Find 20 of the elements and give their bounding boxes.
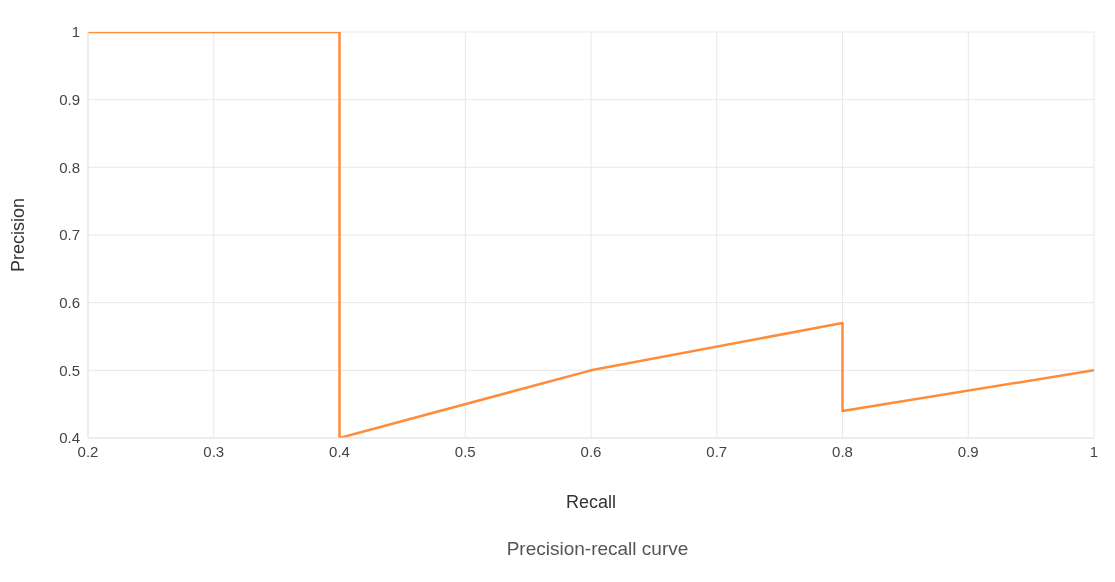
text: Precision-recall curve <box>505 538 690 560</box>
y-tick-label: 0.4 <box>59 429 80 447</box>
y-tick-label: 0.6 <box>59 293 80 311</box>
line-series <box>88 32 1094 438</box>
x-tick-label: 0.5 <box>454 442 476 460</box>
y-tick-label: 0.8 <box>59 158 80 176</box>
y-tick-label: 0.7 <box>59 226 80 244</box>
x-tick-label: 0.2 <box>77 442 99 460</box>
x-axis-title: Recall <box>565 492 617 512</box>
y-tick-label: 0.9 <box>59 90 80 108</box>
y-tick-label: 0.5 <box>59 361 80 379</box>
x-tick-label: 0.9 <box>957 442 979 460</box>
x-tick-label: 0.4 <box>329 442 350 460</box>
x-tick-label: 0.7 <box>706 442 728 460</box>
x-tick-label: 1 <box>1089 442 1099 460</box>
x-tick-label: 0.3 <box>203 442 225 460</box>
y-tick-label: 1 <box>71 23 80 41</box>
x-tick-label: 0.6 <box>580 442 602 460</box>
x-tick-label: 0.8 <box>832 442 853 460</box>
y-axis-title: Precision <box>8 197 29 273</box>
